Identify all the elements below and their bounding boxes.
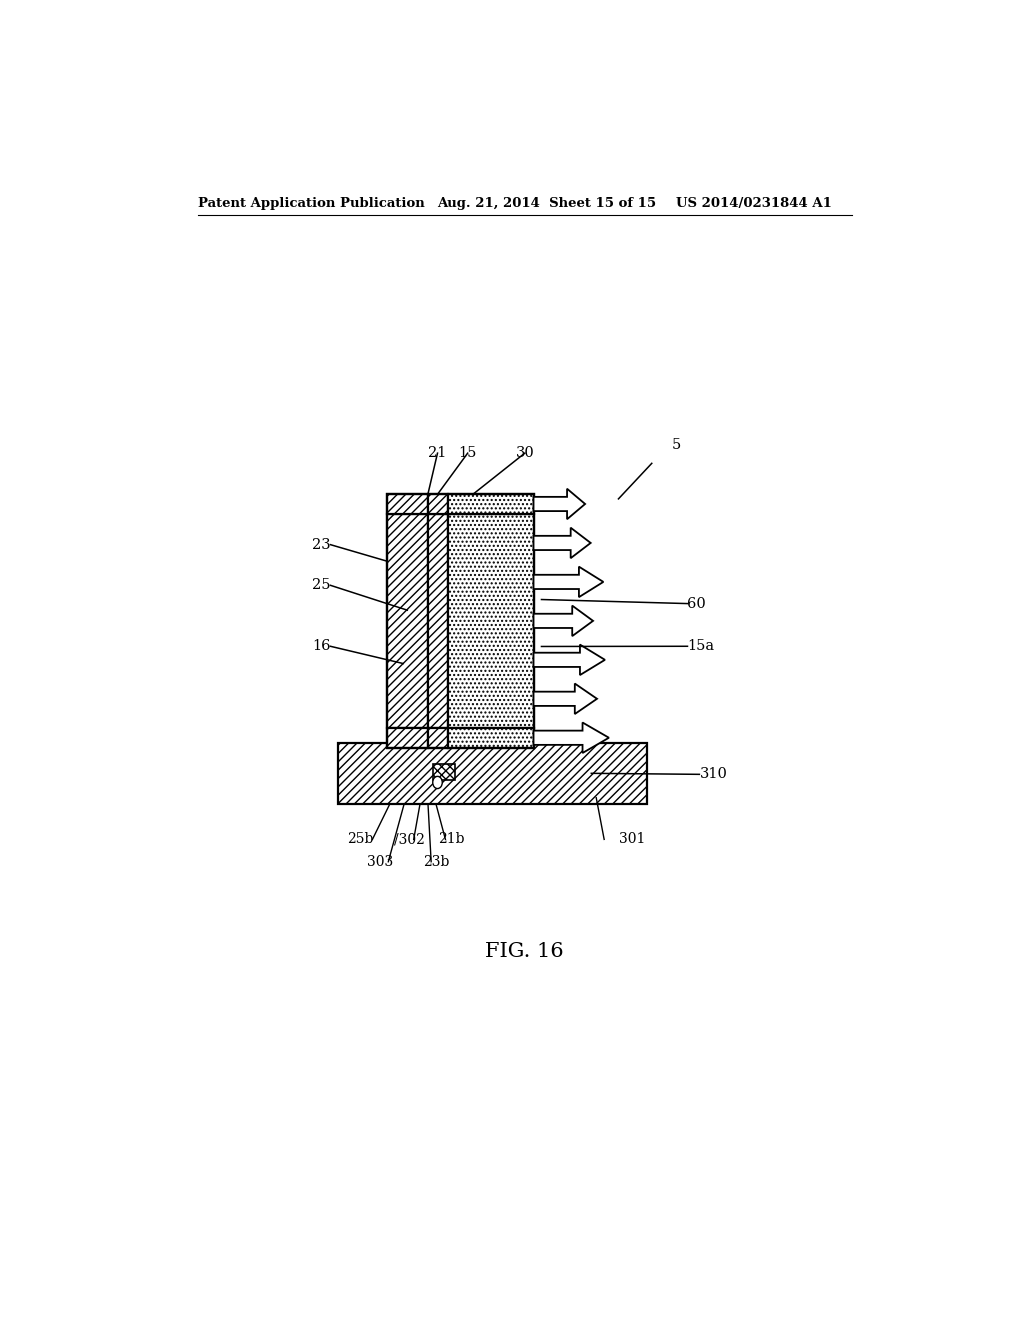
Polygon shape xyxy=(534,566,603,597)
Text: Patent Application Publication: Patent Application Publication xyxy=(198,197,425,210)
Bar xyxy=(428,494,447,515)
Text: 16: 16 xyxy=(312,639,331,653)
Text: 310: 310 xyxy=(699,767,727,781)
Text: 23: 23 xyxy=(311,537,331,552)
Circle shape xyxy=(433,776,442,788)
Bar xyxy=(387,494,428,515)
Bar xyxy=(447,494,534,515)
Text: 21: 21 xyxy=(428,446,446,461)
Text: 25: 25 xyxy=(312,578,331,593)
Polygon shape xyxy=(534,488,585,519)
Text: 21b: 21b xyxy=(438,833,465,846)
Bar xyxy=(387,515,428,727)
Bar xyxy=(428,515,447,727)
Bar xyxy=(387,727,428,748)
Bar xyxy=(338,743,647,804)
Polygon shape xyxy=(534,684,597,714)
Polygon shape xyxy=(534,644,605,675)
Bar xyxy=(447,515,534,727)
Bar xyxy=(447,727,534,748)
Text: 301: 301 xyxy=(618,833,645,846)
Bar xyxy=(433,764,455,780)
Text: FIG. 16: FIG. 16 xyxy=(485,941,564,961)
Text: 303: 303 xyxy=(368,855,393,869)
Text: Aug. 21, 2014  Sheet 15 of 15: Aug. 21, 2014 Sheet 15 of 15 xyxy=(437,197,656,210)
Text: 15: 15 xyxy=(459,446,477,461)
Bar xyxy=(387,494,534,748)
Text: 30: 30 xyxy=(515,446,535,461)
Text: 25b: 25b xyxy=(347,833,374,846)
Text: US 2014/0231844 A1: US 2014/0231844 A1 xyxy=(676,197,831,210)
Bar xyxy=(428,727,447,748)
Text: 23b: 23b xyxy=(423,855,450,869)
Text: 5: 5 xyxy=(672,438,681,451)
Text: 60: 60 xyxy=(687,597,707,611)
Text: 15a: 15a xyxy=(687,639,715,653)
Polygon shape xyxy=(534,722,609,752)
Polygon shape xyxy=(534,606,593,636)
Polygon shape xyxy=(534,528,591,558)
Text: /302: /302 xyxy=(394,833,425,846)
